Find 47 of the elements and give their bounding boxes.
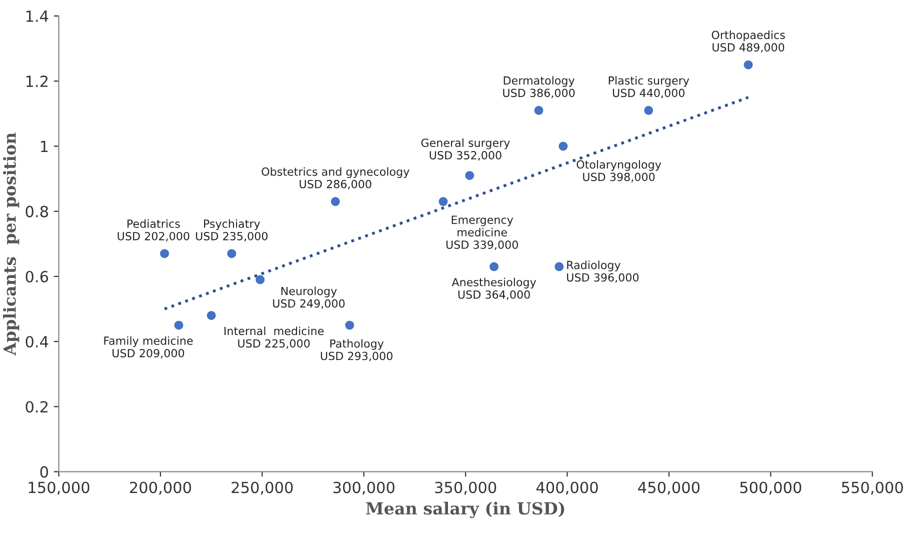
annotation: General surgery USD 352,000 (421, 138, 510, 161)
annotation: Neurology USD 249,000 (273, 286, 345, 309)
x-tick-label: 350,000 (435, 482, 496, 495)
annotation: Orthopaedics USD 489,000 (712, 30, 785, 53)
x-tick-label: 150,000 (28, 482, 90, 495)
point (160, 249, 170, 258)
y-tick-label: 0.8 (26, 206, 48, 218)
annotation: Radiology USD 396,000 (567, 260, 639, 283)
y-tick-label: 1 (40, 140, 48, 152)
x-tick-label: 250,000 (232, 482, 293, 495)
y-tick-label: 0 (40, 466, 48, 478)
annotation: Family medicine USD 209,000 (104, 336, 193, 359)
point (206, 310, 216, 320)
annotation: Plastic surgery USD 440,000 (608, 76, 690, 98)
point (438, 197, 448, 206)
annotation: Obstetrics and gynecology USD 286,000 (262, 167, 410, 190)
x-tick-label: 450,000 (638, 482, 700, 495)
x-tick-label: 400,000 (536, 482, 598, 495)
x-tick-label: 200,000 (130, 482, 192, 495)
point (490, 262, 499, 272)
y-axis-title: Applicants per position (3, 132, 20, 356)
x-tick-label: 550,000 (842, 482, 903, 495)
annotation: Dermatology USD 386,000 (503, 76, 575, 98)
annotation: Psychiatry USD 235,000 (196, 219, 268, 242)
y-tick-label: 0.2 (26, 401, 48, 413)
point (534, 106, 544, 115)
point (644, 106, 654, 115)
y-tick-label: 0.4 (26, 336, 48, 348)
x-axis-title: Mean salary (in USD) (366, 502, 564, 518)
point (744, 60, 753, 70)
y-tick-label: 1.4 (26, 10, 48, 22)
annotation: Otolaryngology USD 398,000 (576, 160, 662, 182)
point (345, 320, 354, 330)
point (227, 249, 236, 258)
annotation: Anesthesiology USD 364,000 (452, 278, 536, 300)
point (174, 320, 184, 330)
y-tick-label: 1.2 (26, 76, 48, 87)
annotation: Pediatrics USD 202,000 (118, 219, 190, 242)
point (256, 275, 265, 284)
point (554, 262, 564, 272)
point (558, 142, 568, 151)
x-tick-label: 500,000 (740, 482, 802, 495)
y-tick-label: 0.6 (26, 270, 48, 282)
x-tick-label: 300,000 (333, 482, 394, 495)
annotation: Emergency medicine USD 339,000 (446, 216, 518, 250)
point (330, 197, 340, 206)
point (465, 170, 474, 180)
